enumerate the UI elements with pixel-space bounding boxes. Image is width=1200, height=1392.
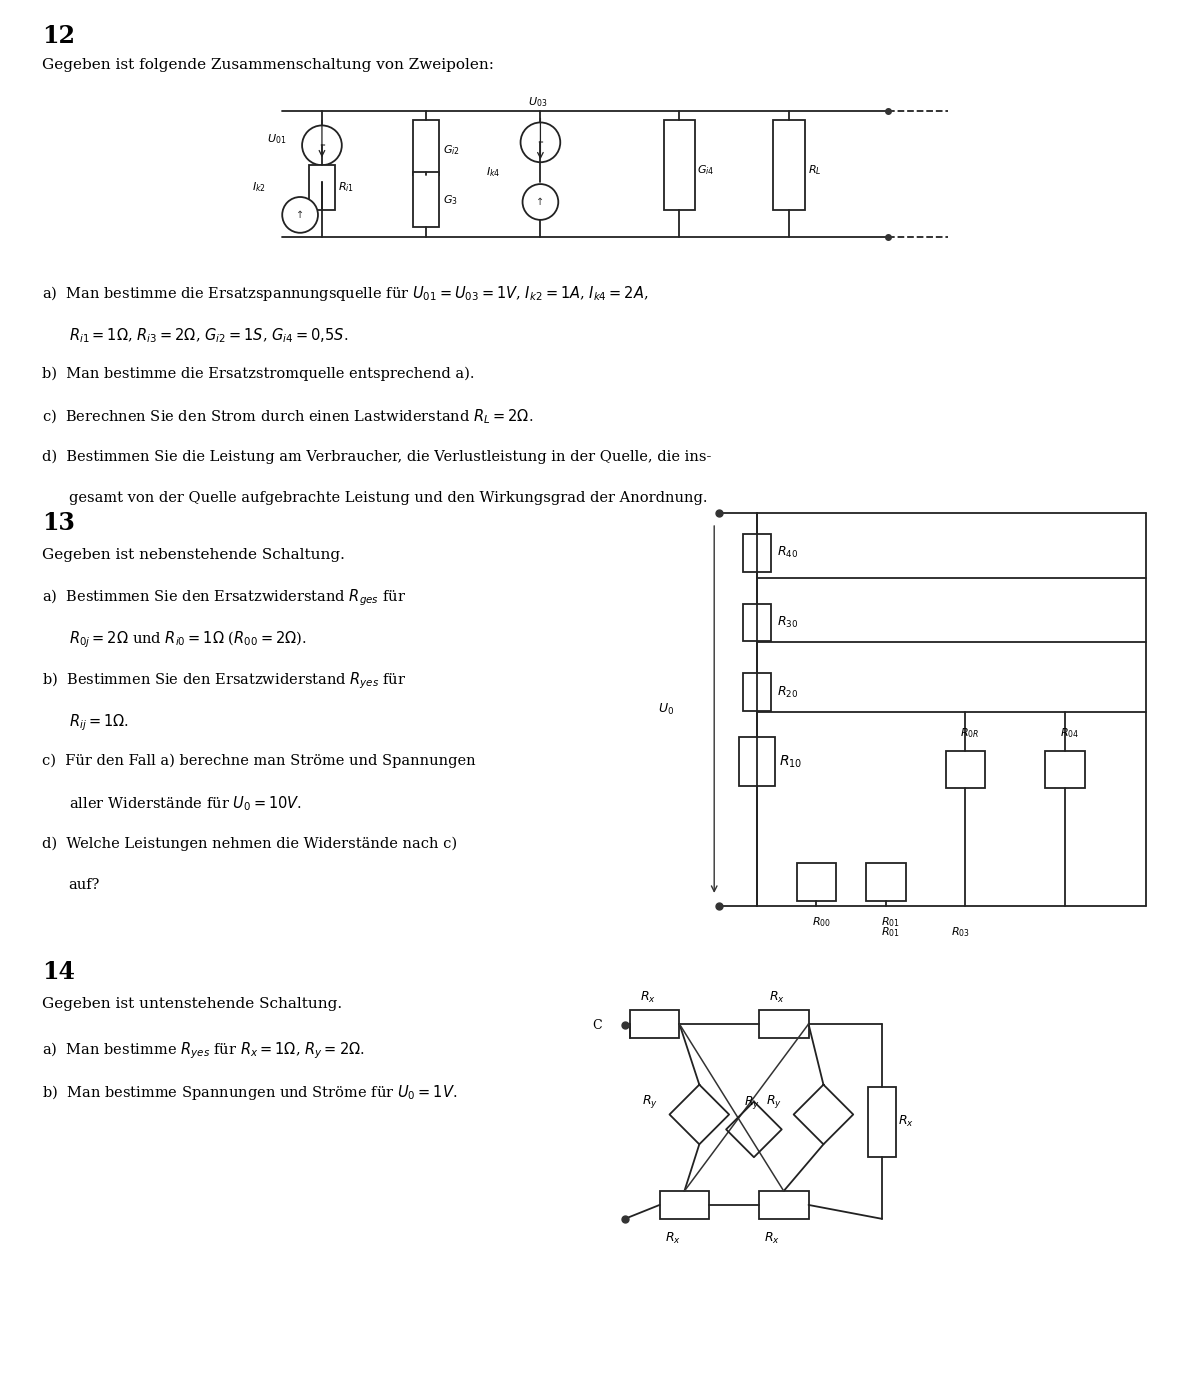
Text: $U_{01}$: $U_{01}$ — [268, 132, 287, 146]
Bar — [739, 736, 775, 786]
Text: $R_{10}$: $R_{10}$ — [779, 753, 802, 770]
Bar — [946, 750, 985, 788]
Text: $R_{i1}$: $R_{i1}$ — [338, 180, 354, 193]
Text: d)  Bestimmen Sie die Leistung am Verbraucher, die Verlustleistung in der Quelle: d) Bestimmen Sie die Leistung am Verbrau… — [42, 450, 712, 464]
Bar — [743, 535, 770, 572]
Text: $I_{k2}$: $I_{k2}$ — [252, 180, 266, 193]
Bar — [413, 173, 439, 227]
Text: $R_{i1} = 1\Omega$, $R_{i3} = 2\Omega$, $G_{i2} = 1S$, $G_{i4} = 0{,}5S$.: $R_{i1} = 1\Omega$, $R_{i3} = 2\Omega$, … — [68, 326, 348, 345]
Bar — [797, 863, 836, 901]
Text: b)  Bestimmen Sie den Ersatzwiderstand $R_{yes}$ für: b) Bestimmen Sie den Ersatzwiderstand $R… — [42, 670, 407, 690]
Circle shape — [521, 122, 560, 163]
Polygon shape — [726, 1101, 781, 1157]
Text: 13: 13 — [42, 511, 74, 535]
Text: $R_{30}$: $R_{30}$ — [776, 615, 798, 631]
Text: a)  Bestimmen Sie den Ersatzwiderstand $R_{ges}$ für: a) Bestimmen Sie den Ersatzwiderstand $R… — [42, 587, 406, 608]
Text: a)  Man bestimme die Ersatzspannungsquelle für $U_{01} = U_{03} = 1V$, $I_{k2} =: a) Man bestimme die Ersatzspannungsquell… — [42, 284, 648, 303]
Text: $R_y$: $R_y$ — [766, 1093, 782, 1109]
Text: gesamt von der Quelle aufgebrachte Leistung und den Wirkungsgrad der Anordnung.: gesamt von der Quelle aufgebrachte Leist… — [68, 491, 707, 505]
Polygon shape — [793, 1084, 853, 1144]
Text: $R_{20}$: $R_{20}$ — [776, 685, 798, 700]
Bar — [630, 1011, 679, 1038]
Text: 12: 12 — [42, 24, 74, 49]
Text: $R_x$: $R_x$ — [640, 990, 655, 1005]
Text: ↑: ↑ — [536, 198, 545, 207]
Bar — [660, 1192, 709, 1219]
Text: $I_{k4}$: $I_{k4}$ — [486, 166, 500, 180]
Text: auf?: auf? — [68, 878, 100, 892]
Bar — [758, 1011, 809, 1038]
Text: b)  Man bestimme Spannungen und Ströme für $U_0 = 1V$.: b) Man bestimme Spannungen und Ströme fü… — [42, 1083, 457, 1101]
Bar — [310, 166, 335, 210]
Text: $R_{ij} = 1\Omega$.: $R_{ij} = 1\Omega$. — [68, 711, 128, 732]
Text: $R_{0R}$: $R_{0R}$ — [960, 727, 980, 739]
Bar — [664, 121, 695, 210]
Text: Gegeben ist untenstehende Schaltung.: Gegeben ist untenstehende Schaltung. — [42, 997, 342, 1011]
Text: $R_x$: $R_x$ — [769, 990, 785, 1005]
Bar — [1045, 750, 1085, 788]
Text: $U_0$: $U_0$ — [659, 702, 674, 717]
Text: $R_x$: $R_x$ — [764, 1231, 780, 1246]
Text: 14: 14 — [42, 960, 74, 984]
Text: $R_{00}$: $R_{00}$ — [811, 916, 830, 930]
Text: $R_{01}$: $R_{01}$ — [881, 916, 900, 930]
Text: Gegeben ist folgende Zusammenschaltung von Zweipolen:: Gegeben ist folgende Zusammenschaltung v… — [42, 58, 494, 72]
Text: $R_{03}$: $R_{03}$ — [950, 926, 970, 940]
Text: $R_{40}$: $R_{40}$ — [776, 546, 798, 561]
Text: =: = — [538, 139, 544, 145]
Text: c)  Für den Fall a) berechne man Ströme und Spannungen: c) Für den Fall a) berechne man Ströme u… — [42, 753, 475, 768]
Bar — [868, 1087, 896, 1157]
Text: $R_x$: $R_x$ — [898, 1115, 914, 1129]
Text: c)  Berechnen Sie den Strom durch einen Lastwiderstand $R_L = 2\Omega$.: c) Berechnen Sie den Strom durch einen L… — [42, 408, 533, 426]
Text: d)  Welche Leistungen nehmen die Widerstände nach c): d) Welche Leistungen nehmen die Widerstä… — [42, 837, 457, 851]
Bar — [743, 604, 770, 642]
Bar — [743, 674, 770, 711]
Text: $R_{01}$: $R_{01}$ — [881, 926, 900, 940]
Polygon shape — [670, 1084, 730, 1144]
Text: $R_{04}$: $R_{04}$ — [1060, 727, 1079, 739]
Bar — [758, 1192, 809, 1219]
Text: C: C — [593, 1019, 602, 1031]
Bar — [413, 121, 439, 175]
Text: $R_x$: $R_x$ — [665, 1231, 680, 1246]
Bar — [866, 863, 906, 901]
Text: $R_L$: $R_L$ — [808, 163, 821, 177]
Text: a)  Man bestimme $R_{yes}$ für $R_x = 1\Omega$, $R_y = 2\Omega$.: a) Man bestimme $R_{yes}$ für $R_x = 1\O… — [42, 1040, 365, 1061]
Text: $R_{0j} = 2\Omega$ und $R_{i0} = 1\Omega$ ($R_{00} = 2\Omega$).: $R_{0j} = 2\Omega$ und $R_{i0} = 1\Omega… — [68, 629, 306, 650]
Text: $R_y$: $R_y$ — [744, 1094, 760, 1111]
Text: Gegeben ist nebenstehende Schaltung.: Gegeben ist nebenstehende Schaltung. — [42, 548, 344, 562]
Text: $U_{03}$: $U_{03}$ — [528, 96, 548, 110]
Text: $R_y$: $R_y$ — [642, 1093, 658, 1109]
Text: ↑: ↑ — [296, 210, 304, 220]
Text: $G_{i4}$: $G_{i4}$ — [697, 163, 715, 177]
Circle shape — [302, 125, 342, 166]
Text: b)  Man bestimme die Ersatzstromquelle entsprechend a).: b) Man bestimme die Ersatzstromquelle en… — [42, 367, 474, 381]
Text: =: = — [319, 142, 325, 149]
Text: $G_3$: $G_3$ — [443, 193, 458, 207]
Circle shape — [522, 184, 558, 220]
Circle shape — [282, 198, 318, 232]
Bar — [773, 121, 804, 210]
Text: aller Widerstände für $U_0 = 10V$.: aller Widerstände für $U_0 = 10V$. — [68, 795, 302, 813]
Text: $G_{i2}$: $G_{i2}$ — [443, 143, 460, 157]
